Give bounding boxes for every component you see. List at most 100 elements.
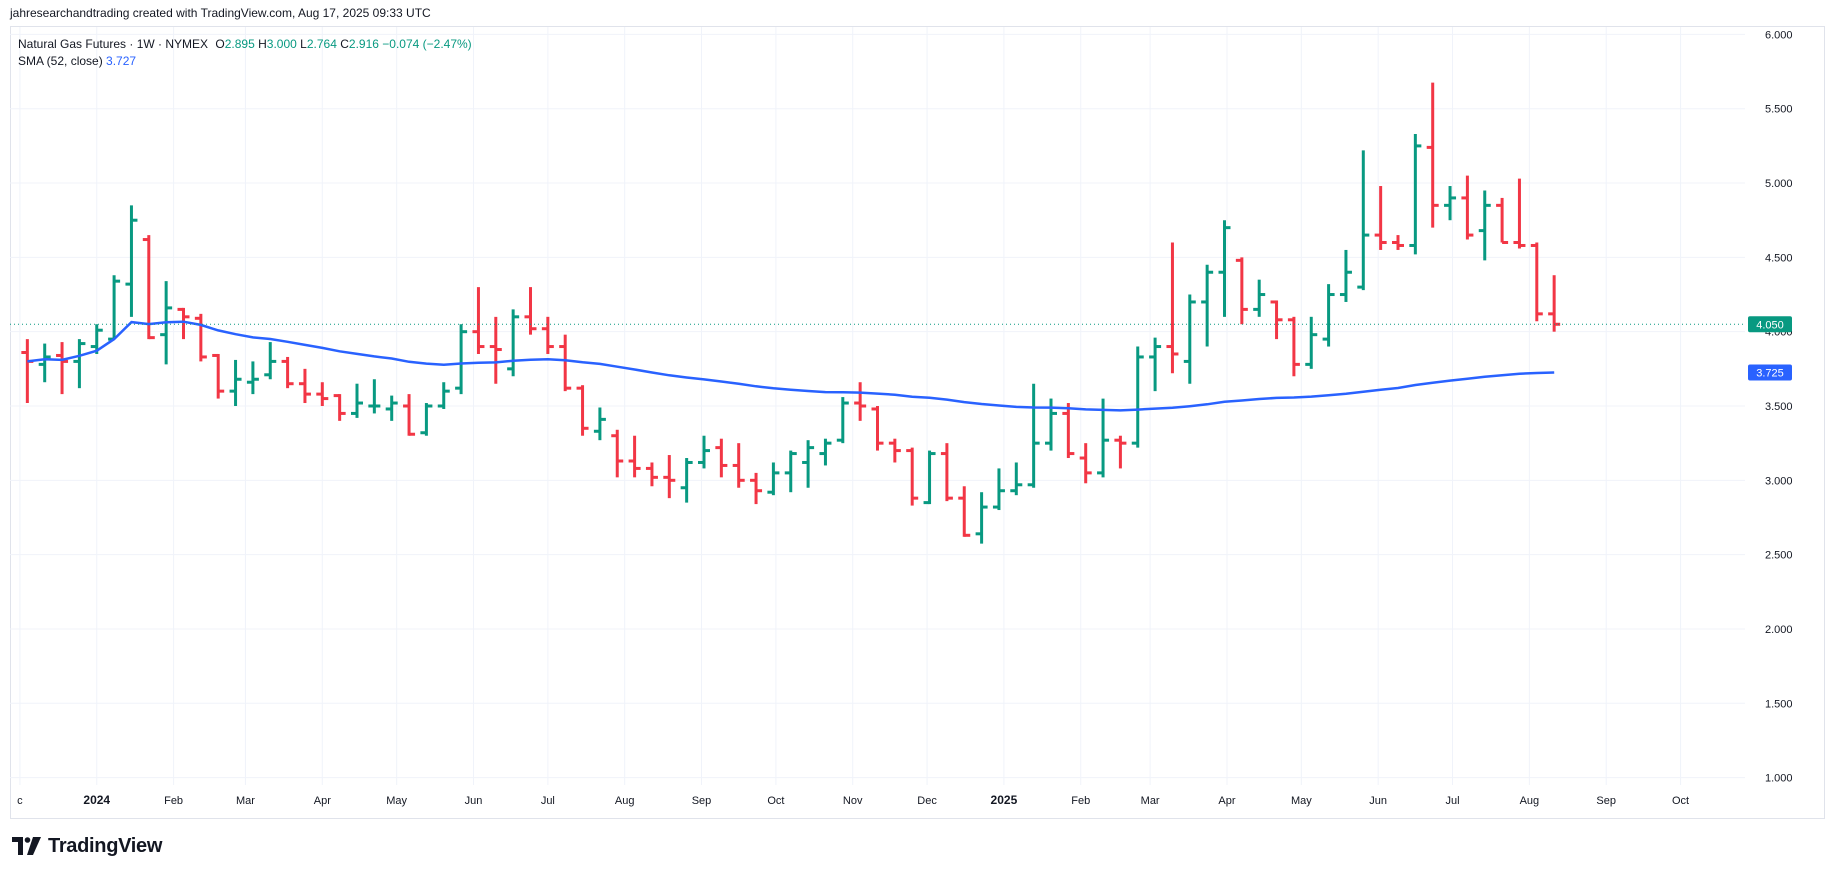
sma-badge-text: 3.725 (1756, 368, 1784, 380)
ohlc-bar (1530, 242, 1543, 322)
last-price-badge (1748, 316, 1792, 333)
ohlc-bar (1166, 242, 1179, 374)
ohlc-bar (1201, 264, 1214, 347)
y-tick-label: 1.000 (1765, 773, 1793, 785)
ohlc-bar (854, 382, 867, 421)
ohlc-bar (1496, 197, 1509, 245)
ohlc-bar (73, 339, 86, 389)
ohlc-bar (1062, 403, 1075, 459)
ohlc-bar (1097, 398, 1110, 478)
ohlc-bar (368, 379, 381, 414)
ohlc-bar (437, 382, 450, 409)
x-tick-label: Jul (541, 795, 555, 807)
ohlc-bar (1426, 82, 1439, 228)
ohlc-bar (455, 324, 468, 395)
x-tick-label: Feb (164, 795, 183, 807)
tradingview-logo-icon (12, 837, 41, 855)
ohlc-bar (1461, 175, 1474, 240)
ohlc-bar (1478, 190, 1491, 261)
ohlc-bar (923, 450, 936, 505)
ohlc-bar (90, 324, 103, 354)
ohlc-bar (212, 353, 225, 399)
ohlc-bar (663, 455, 676, 499)
high-value: 3.000 (266, 37, 297, 51)
x-tick-label: c (17, 795, 23, 807)
y-tick-label: 6.000 (1765, 29, 1793, 41)
ohlc-bar (819, 438, 832, 466)
x-tick-label: Mar (236, 795, 255, 807)
ohlc-bar (316, 382, 329, 406)
ohlc-bar (1513, 178, 1526, 249)
ohlc-bar (246, 361, 259, 395)
ohlc-bar (541, 316, 554, 354)
ohlc-bar (836, 397, 849, 444)
ohlc-bar (420, 403, 433, 436)
x-tick-label: Apr (314, 795, 331, 807)
ohlc-bar (784, 450, 797, 493)
x-tick-label: Mar (1141, 795, 1160, 807)
x-tick-label: Sep (1596, 795, 1616, 807)
ohlc-bar (1305, 316, 1318, 369)
x-tick-label: Jul (1445, 795, 1459, 807)
ohlc-bar (507, 309, 520, 377)
ohlc-bar (750, 472, 763, 505)
ohlc-bar (142, 235, 155, 340)
ohlc-bar (1079, 443, 1092, 484)
x-tick-label: Aug (1520, 795, 1540, 807)
ohlc-bar (351, 383, 363, 418)
x-tick-label: May (386, 795, 407, 807)
ohlc-bar (559, 334, 572, 392)
sma-badge (1748, 364, 1792, 381)
ohlc-bar (385, 395, 398, 421)
sma-line (27, 320, 1555, 412)
x-tick-label: Oct (1672, 795, 1689, 807)
ohlc-bar (645, 462, 658, 487)
y-tick-label: 2.000 (1765, 624, 1793, 636)
ohlc-bar (1027, 383, 1040, 488)
ohlc-bar (958, 486, 971, 537)
x-tick-label: Oct (767, 795, 784, 807)
ohlc-bar (1357, 150, 1370, 291)
ohlc-bar (1409, 134, 1422, 255)
chart-frame (10, 26, 1825, 819)
ohlc-bar (281, 356, 294, 389)
y-tick-label: 5.500 (1765, 104, 1793, 116)
ohlc-bar (767, 462, 780, 496)
ohlc-bar (1322, 284, 1335, 347)
ohlc-bar (1392, 235, 1404, 250)
ohlc-bar (1270, 300, 1283, 340)
ohlc-bar (1444, 186, 1457, 221)
ohlc-bar (264, 342, 277, 380)
ohlc-bar (888, 438, 901, 463)
low-value: 2.764 (306, 37, 337, 51)
ohlc-legend-row: Natural Gas Futures · 1W · NYMEX O2.895 … (18, 36, 472, 53)
y-tick-label: 4.500 (1765, 252, 1793, 264)
y-tick-label: 5.000 (1765, 178, 1793, 190)
ohlc-bar (108, 275, 121, 341)
ohlc-bar (593, 407, 606, 441)
ohlc-bar (1287, 316, 1300, 377)
close-label: C (340, 37, 349, 51)
ohlc-bar (125, 205, 138, 317)
ohlc-bar (1218, 220, 1231, 317)
ohlc-bar (992, 468, 1005, 511)
y-tick-label: 2.500 (1765, 550, 1793, 562)
ohlc-bar (1253, 279, 1266, 317)
y-tick-label: 1.500 (1765, 698, 1793, 710)
ohlc-bar (524, 287, 537, 335)
ohlc-bar (298, 368, 311, 404)
chart-legend: Natural Gas Futures · 1W · NYMEX O2.895 … (18, 36, 472, 70)
ohlc-bar (940, 443, 953, 502)
x-tick-label: May (1291, 795, 1312, 807)
x-tick-label: Apr (1218, 795, 1235, 807)
ohlc-bar (576, 385, 589, 436)
low-label: L (300, 37, 307, 51)
high-label: H (258, 37, 267, 51)
ohlc-bar (1149, 337, 1162, 392)
ohlc-bar (194, 313, 207, 362)
tradingview-brand: TradingView (12, 833, 162, 859)
x-tick-label: Nov (843, 795, 863, 807)
ohlc-bar (871, 406, 884, 451)
brand-name: TradingView (48, 834, 163, 857)
